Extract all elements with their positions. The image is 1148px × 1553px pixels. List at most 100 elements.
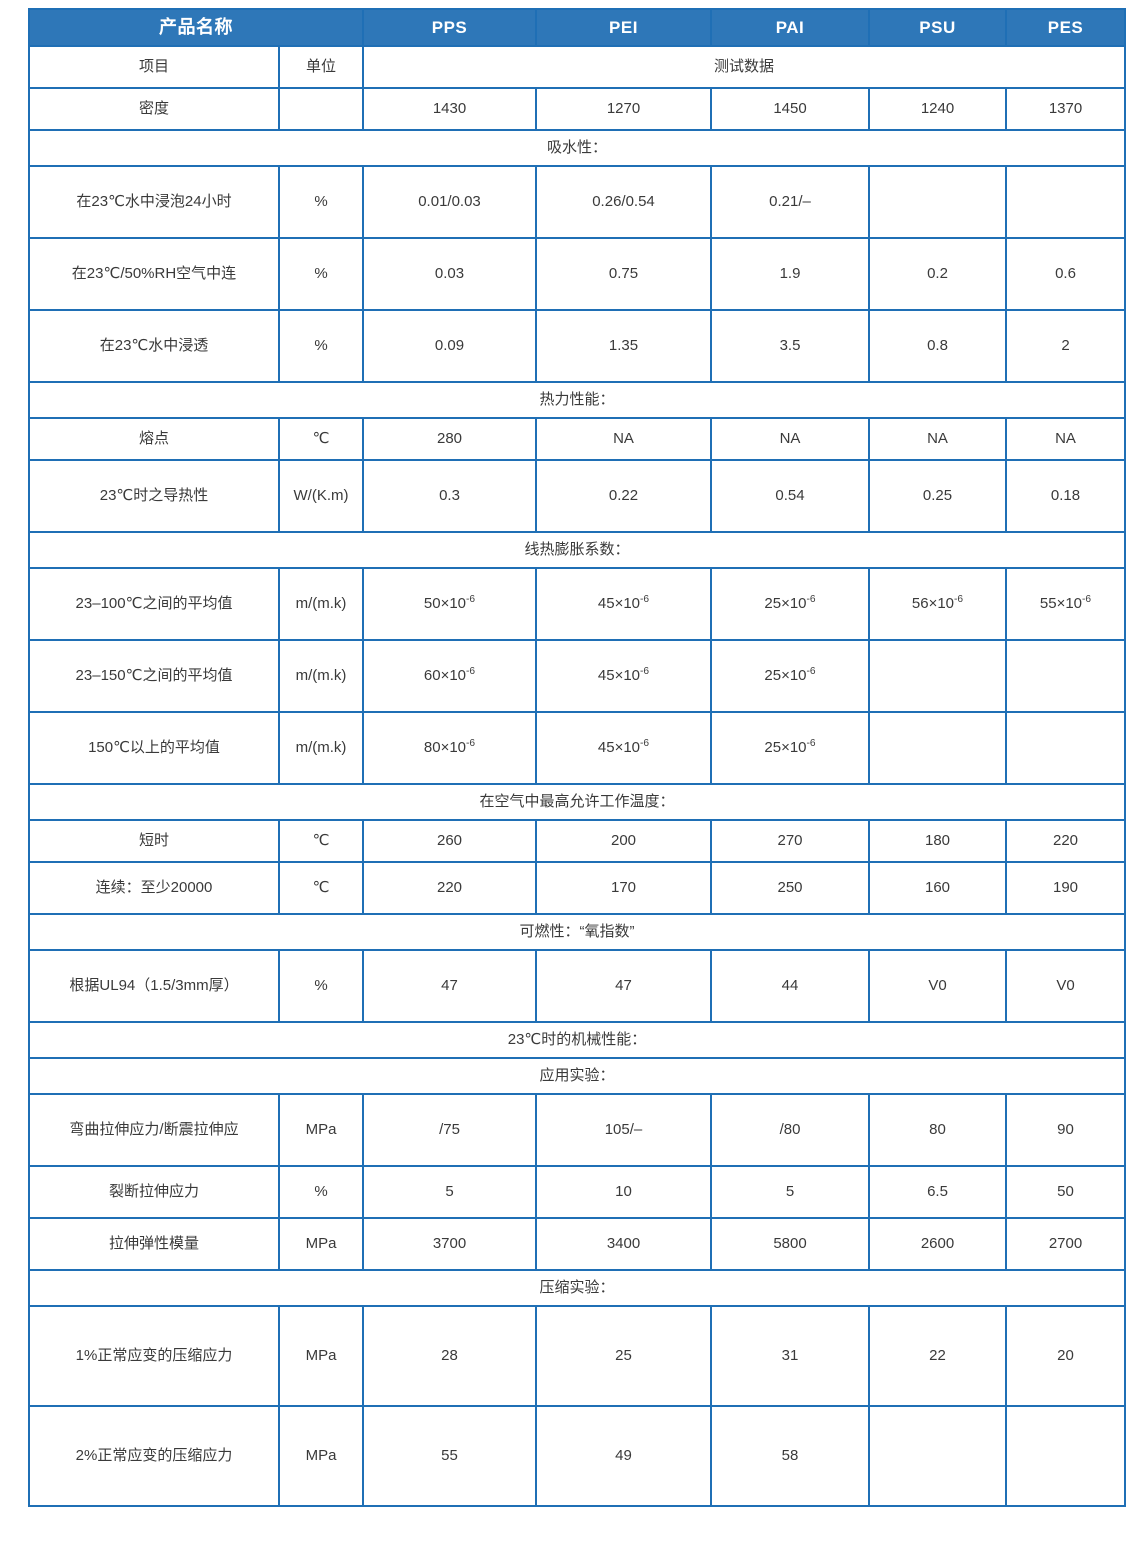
- row-item-label: 弯曲拉伸应力/断震拉伸应: [28, 1093, 280, 1167]
- cell-pei: 45×10-6: [535, 639, 712, 713]
- cell-pei: 49: [535, 1405, 712, 1507]
- table-row: 23–100℃之间的平均值 m/(m.k) 50×10-6 45×10-6 25×10-…: [28, 567, 1126, 641]
- section-header-row: 23℃时的机械性能：: [28, 1021, 1126, 1059]
- row-unit: W/(K.m): [278, 459, 364, 533]
- section-label: 线热膨胀系数：: [28, 531, 1126, 569]
- cell-pai: 25×10-6: [710, 711, 870, 785]
- cell-psu: [868, 639, 1007, 713]
- cell-pps: 260: [362, 819, 537, 863]
- cell-pai: 270: [710, 819, 870, 863]
- cell-psu: 2600: [868, 1217, 1007, 1271]
- cell-psu: 0.8: [868, 309, 1007, 383]
- subheader-unit: 单位: [278, 45, 364, 89]
- row-item-label: 连续：至少20000: [28, 861, 280, 915]
- cell-pai: 250: [710, 861, 870, 915]
- cell-pps: 28: [362, 1305, 537, 1407]
- table-row: 密度 1430 1270 1450 1240 1370: [28, 87, 1126, 131]
- table-row: 熔点 ℃ 280 NA NA NA NA: [28, 417, 1126, 461]
- cell-pps: 50×10-6: [362, 567, 537, 641]
- cell-psu: 22: [868, 1305, 1007, 1407]
- cell-pes: 90: [1005, 1093, 1126, 1167]
- cell-psu: NA: [868, 417, 1007, 461]
- cell-pai: /80: [710, 1093, 870, 1167]
- cell-pes: 220: [1005, 819, 1126, 863]
- section-label: 在空气中最高允许工作温度：: [28, 783, 1126, 821]
- cell-pei: 47: [535, 949, 712, 1023]
- cell-pei: 170: [535, 861, 712, 915]
- cell-psu: [868, 165, 1007, 239]
- cell-pei: 10: [535, 1165, 712, 1219]
- cell-pei: 45×10-6: [535, 567, 712, 641]
- row-unit: %: [278, 309, 364, 383]
- row-item-label: 短时: [28, 819, 280, 863]
- cell-pei: NA: [535, 417, 712, 461]
- section-label: 压缩实验：: [28, 1269, 1126, 1307]
- cell-pei: 45×10-6: [535, 711, 712, 785]
- section-header-row: 可燃性：“氧指数”: [28, 913, 1126, 951]
- row-unit: m/(m.k): [278, 639, 364, 713]
- row-item-label: 在23℃/50%RH空气中连: [28, 237, 280, 311]
- table-row: 在23℃水中浸泡24小时% 0.01/0.03 0.26/0.54 0.21/–: [28, 165, 1126, 239]
- cell-pai: 58: [710, 1405, 870, 1507]
- cell-pei: 0.75: [535, 237, 712, 311]
- table-row: 150℃以上的平均值 m/(m.k) 80×10-6 45×10-6 25×10-6: [28, 711, 1126, 785]
- table-row: 23–150℃之间的平均值 m/(m.k) 60×10-6 45×10-6 25×10-…: [28, 639, 1126, 713]
- row-item-label: 在23℃水中浸透: [28, 309, 280, 383]
- cell-pai: 1.9: [710, 237, 870, 311]
- cell-pps: 80×10-6: [362, 711, 537, 785]
- cell-psu: 0.25: [868, 459, 1007, 533]
- section-label: 应用实验：: [28, 1057, 1126, 1095]
- row-unit: %: [278, 165, 364, 239]
- cell-pps: 0.09: [362, 309, 537, 383]
- product-spec-table: 产品名称 PPS PEI PAI PSU PES 项目 单位 测试数据 密度 14…: [28, 8, 1126, 1507]
- row-item-label: 在23℃水中浸泡24小时: [28, 165, 280, 239]
- row-item-label: 1%正常应变的压缩应力: [28, 1305, 280, 1407]
- cell-pes: [1005, 711, 1126, 785]
- cell-pps: 60×10-6: [362, 639, 537, 713]
- row-unit: m/(m.k): [278, 567, 364, 641]
- cell-pes: 2700: [1005, 1217, 1126, 1271]
- header-col-pes: PES: [1005, 8, 1126, 47]
- cell-pes: 50: [1005, 1165, 1126, 1219]
- row-unit: ℃: [278, 819, 364, 863]
- cell-psu: 80: [868, 1093, 1007, 1167]
- row-unit: MPa: [278, 1093, 364, 1167]
- cell-pai: 25×10-6: [710, 639, 870, 713]
- cell-pes: 1370: [1005, 87, 1126, 131]
- table-row: 连续：至少20000 ℃ 220 170 250 160 190: [28, 861, 1126, 915]
- cell-pps: 220: [362, 861, 537, 915]
- table-row: 1%正常应变的压缩应力 MPa 28 25 31 22 20: [28, 1305, 1126, 1407]
- section-label: 23℃时的机械性能：: [28, 1021, 1126, 1059]
- cell-pes: 0.18: [1005, 459, 1126, 533]
- row-item-label: 拉伸弹性模量: [28, 1217, 280, 1271]
- cell-pei: 3400: [535, 1217, 712, 1271]
- cell-psu: 180: [868, 819, 1007, 863]
- cell-pes: V0: [1005, 949, 1126, 1023]
- row-item-label: 2%正常应变的压缩应力: [28, 1405, 280, 1507]
- cell-psu: V0: [868, 949, 1007, 1023]
- cell-pei: 1270: [535, 87, 712, 131]
- cell-pps: 47: [362, 949, 537, 1023]
- cell-psu: 160: [868, 861, 1007, 915]
- table-header: 产品名称 PPS PEI PAI PSU PES: [28, 8, 1126, 47]
- section-header-row: 应用实验：: [28, 1057, 1126, 1095]
- row-unit: MPa: [278, 1405, 364, 1507]
- cell-pes: NA: [1005, 417, 1126, 461]
- table-row: 根据UL94（1.5/3mm厚）% 47 47 44 V0 V0: [28, 949, 1126, 1023]
- row-unit: MPa: [278, 1217, 364, 1271]
- header-col-pei: PEI: [535, 8, 712, 47]
- section-label: 可燃性：“氧指数”: [28, 913, 1126, 951]
- cell-pes: [1005, 639, 1126, 713]
- row-unit: [278, 87, 364, 131]
- cell-pai: 5: [710, 1165, 870, 1219]
- cell-pai: 44: [710, 949, 870, 1023]
- cell-pps: 1430: [362, 87, 537, 131]
- cell-pei: 25: [535, 1305, 712, 1407]
- row-item-label: 23–150℃之间的平均值: [28, 639, 280, 713]
- row-item-label: 150℃以上的平均值: [28, 711, 280, 785]
- cell-pps: 55: [362, 1405, 537, 1507]
- row-item-label: 23℃时之导热性: [28, 459, 280, 533]
- row-item-label: 根据UL94（1.5/3mm厚）: [28, 949, 280, 1023]
- table-body: 项目 单位 测试数据 密度 1430 1270 1450 1240 1370 吸水性： 在23…: [28, 45, 1126, 1507]
- header-col-pps: PPS: [362, 8, 537, 47]
